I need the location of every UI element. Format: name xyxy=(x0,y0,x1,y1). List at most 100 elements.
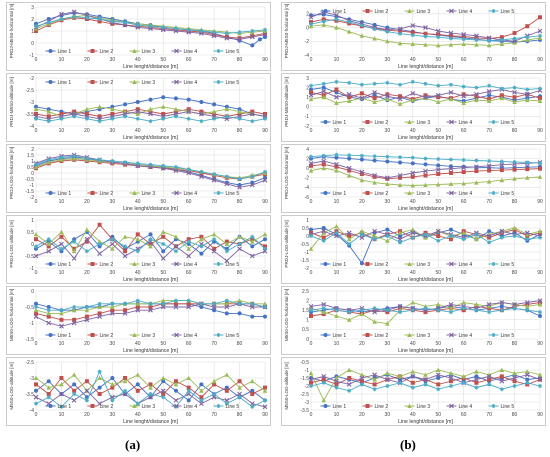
data-point-line-3 xyxy=(308,96,314,102)
data-point-line-5 xyxy=(448,157,453,162)
legend-marker-line-4 xyxy=(449,190,454,196)
x-tick-label: 90 xyxy=(262,412,268,418)
data-point-line-3 xyxy=(321,94,327,100)
data-point-line-5 xyxy=(321,380,326,385)
x-tick-label: 40 xyxy=(410,341,416,347)
legend-label-line-3: Line 3 xyxy=(142,49,156,55)
data-point-line-3 xyxy=(461,230,466,235)
x-tick-label: 20 xyxy=(84,341,90,347)
data-point-line-2 xyxy=(224,35,229,39)
x-tick-label: 20 xyxy=(359,341,365,347)
data-point-line-2 xyxy=(34,237,38,242)
legend-label-line-4: Line 4 xyxy=(459,262,473,268)
data-point-line-2 xyxy=(84,314,89,319)
data-point-line-2 xyxy=(186,301,191,306)
x-tick-label: 0 xyxy=(310,199,313,205)
data-point-line-2 xyxy=(212,246,217,251)
x-tick-label: 30 xyxy=(385,199,391,205)
legend-marker-line-2 xyxy=(365,404,370,408)
y-tick-label: -4 xyxy=(30,408,35,414)
data-point-line-4 xyxy=(474,91,479,97)
data-point-line-3 xyxy=(512,99,517,104)
data-point-line-2 xyxy=(46,114,51,119)
data-point-line-2 xyxy=(461,170,466,175)
data-point-line-3 xyxy=(410,97,416,103)
data-point-line-5 xyxy=(199,169,204,174)
x-tick-label: 10 xyxy=(334,270,340,276)
data-point-line-3 xyxy=(486,179,492,184)
data-point-line-2 xyxy=(161,234,166,239)
data-point-line-4 xyxy=(84,236,90,242)
panel-label-b: (b) xyxy=(400,437,416,452)
data-point-line-4 xyxy=(262,404,268,410)
data-point-line-4 xyxy=(135,109,141,114)
x-axis-label: Line lenght/distance [m] xyxy=(398,64,453,70)
data-point-line-4 xyxy=(537,377,543,382)
data-point-line-4 xyxy=(321,158,327,164)
data-point-line-1 xyxy=(250,244,255,249)
data-point-line-4 xyxy=(148,307,153,313)
legend-label-line-2: Line 2 xyxy=(100,49,114,55)
x-tick-label: 80 xyxy=(512,412,518,418)
data-point-line-4 xyxy=(410,90,416,96)
data-point-line-1 xyxy=(161,379,166,384)
y-axis-label: M5S0-LOG-altitude [m] xyxy=(284,362,289,409)
data-point-line-3 xyxy=(135,111,141,116)
data-point-line-5 xyxy=(110,398,115,403)
y-tick-label: 0 xyxy=(306,105,309,111)
data-point-line-4 xyxy=(334,161,339,167)
data-point-line-2 xyxy=(148,109,153,114)
data-point-line-1 xyxy=(499,304,504,309)
x-axis-label: Line lenght/distance [m] xyxy=(123,277,178,283)
data-point-line-4 xyxy=(346,91,352,97)
y-tick-label: -1.5 xyxy=(300,258,309,264)
data-point-line-3 xyxy=(385,181,390,187)
data-point-line-5 xyxy=(359,308,364,313)
data-point-line-5 xyxy=(212,116,217,121)
data-point-line-4 xyxy=(435,92,441,98)
data-point-line-1 xyxy=(257,37,262,42)
x-tick-label: 0 xyxy=(310,270,313,276)
y-tick-label: -1 xyxy=(30,53,35,59)
legend-marker-line-4 xyxy=(449,261,454,267)
data-point-line-3 xyxy=(410,300,416,305)
x-tick-label: 10 xyxy=(59,199,65,205)
data-point-line-1 xyxy=(34,301,38,306)
y-tick-label: 3 xyxy=(31,5,34,11)
data-point-line-4 xyxy=(308,92,314,98)
x-tick-label: 70 xyxy=(211,128,217,134)
data-point-line-3 xyxy=(346,29,352,34)
x-tick-label: 0 xyxy=(35,128,38,134)
data-point-line-3 xyxy=(321,165,327,171)
legend-label-line-1: Line 1 xyxy=(58,262,72,268)
legend-marker-line-5 xyxy=(491,262,496,266)
x-tick-label: 0 xyxy=(35,341,38,347)
data-point-line-3 xyxy=(110,246,115,251)
x-tick-label: 40 xyxy=(410,57,416,63)
data-point-line-3 xyxy=(262,301,268,306)
data-point-line-5 xyxy=(173,249,178,254)
data-point-line-4 xyxy=(71,398,77,403)
data-point-line-3 xyxy=(46,241,52,246)
data-point-line-5 xyxy=(347,310,352,315)
data-point-line-2 xyxy=(59,234,64,239)
y-tick-label: 0 xyxy=(306,337,309,343)
data-point-line-2 xyxy=(499,35,504,40)
data-point-line-3 xyxy=(308,168,314,173)
data-point-line-5 xyxy=(148,24,153,29)
data-point-line-4 xyxy=(384,175,390,181)
y-tick-label: -2 xyxy=(305,124,310,130)
data-point-line-5 xyxy=(263,169,267,174)
data-point-line-2 xyxy=(186,237,191,242)
legend-label-line-5: Line 5 xyxy=(226,80,240,86)
legend-marker-line-2 xyxy=(90,404,95,408)
data-point-line-3 xyxy=(334,25,339,30)
data-point-line-5 xyxy=(512,384,517,388)
chart-frame xyxy=(281,73,546,142)
x-tick-label: 40 xyxy=(135,57,141,63)
x-tick-label: 30 xyxy=(110,270,116,276)
data-point-line-3 xyxy=(97,304,102,309)
data-point-line-3 xyxy=(173,382,179,387)
data-point-line-1 xyxy=(398,234,403,238)
